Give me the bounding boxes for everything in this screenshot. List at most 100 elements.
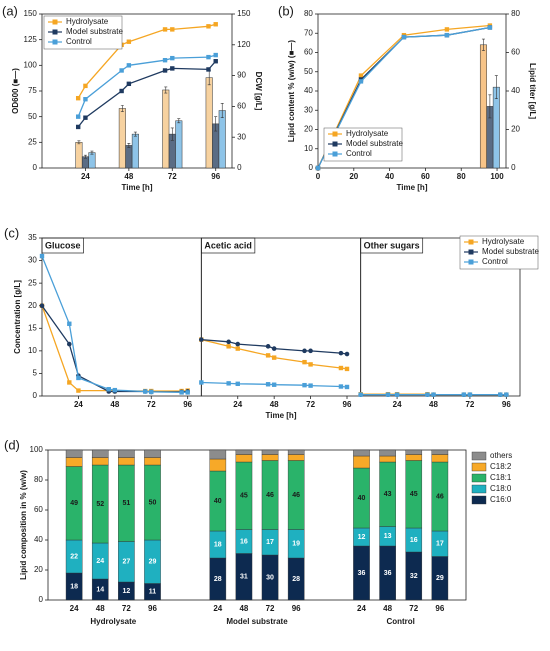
- point: [265, 344, 271, 349]
- point: [444, 27, 450, 32]
- point: [179, 390, 184, 395]
- y-tick-label: 100: [30, 445, 44, 454]
- point: [302, 348, 307, 354]
- panel-label: (d): [4, 437, 20, 452]
- y-tick-label: 5: [32, 369, 37, 378]
- point: [302, 382, 307, 388]
- panel-label: (b): [278, 3, 294, 18]
- point: [199, 337, 204, 342]
- x-tick-label: 48: [429, 400, 438, 409]
- x-tick-label: 72: [306, 400, 315, 409]
- point: [67, 321, 72, 326]
- point: [83, 97, 88, 102]
- y-tick-label: 150: [24, 9, 38, 18]
- error-bar: [177, 118, 181, 124]
- panel-label: (c): [4, 225, 19, 240]
- bar-label: 11: [149, 589, 157, 596]
- point: [425, 392, 430, 397]
- panel-title-box: [200, 237, 256, 254]
- bar-label: 29: [149, 559, 157, 566]
- point: [498, 392, 503, 397]
- y-tick-label: 40: [511, 86, 520, 95]
- panel-title: Other sugars: [364, 240, 420, 250]
- point: [344, 384, 350, 390]
- bar: [131, 133, 139, 169]
- bar-segment: [405, 454, 423, 461]
- y-axis-title: OD600 (■—): [11, 68, 20, 114]
- y-tick-label: 25: [28, 137, 37, 146]
- bar-segment: [91, 457, 109, 466]
- point: [67, 380, 72, 385]
- error-bar: [494, 75, 498, 99]
- bar-label: 49: [70, 500, 78, 507]
- point: [226, 344, 231, 349]
- point: [39, 253, 45, 259]
- bar: [118, 108, 126, 169]
- bar-label: 29: [436, 575, 444, 582]
- y-tick-label: 0: [32, 391, 37, 400]
- x-tick-label: 96: [211, 172, 220, 181]
- bar: [162, 89, 170, 169]
- series-line: [201, 338, 348, 370]
- legend-swatch: [52, 29, 58, 35]
- y-tick-label: 0: [237, 163, 242, 172]
- y-tick-label: 40: [34, 535, 43, 544]
- x-tick-label: 48: [383, 604, 392, 613]
- x-tick-label: 72: [147, 400, 156, 409]
- bar-label: 45: [410, 491, 418, 498]
- bar: [175, 120, 183, 169]
- legend-label: Model substrate: [482, 247, 539, 256]
- y-tick-label: 30: [304, 105, 313, 114]
- point: [226, 381, 231, 386]
- point: [76, 388, 81, 393]
- point: [142, 389, 148, 394]
- point: [358, 79, 364, 84]
- bar-segment: [118, 457, 135, 466]
- x-tick-label: 24: [74, 400, 83, 409]
- error-bar: [488, 94, 492, 119]
- x-tick-label: 48: [96, 604, 105, 613]
- bar-label: 28: [292, 576, 300, 583]
- y-tick-label: 20: [34, 565, 43, 574]
- y-tick-label: 60: [511, 48, 520, 57]
- legend-swatch: [468, 249, 474, 255]
- y-tick-label: 60: [304, 48, 313, 57]
- bar-segment: [353, 455, 370, 469]
- point: [149, 389, 154, 395]
- bar-segment: [209, 458, 227, 472]
- bar-label: 14: [96, 586, 104, 593]
- y-tick-label: 80: [511, 9, 520, 18]
- point: [106, 387, 111, 392]
- x-axis-title: Time [h]: [397, 183, 428, 192]
- y-axis-title: Concentration [g/L]: [13, 280, 22, 354]
- bar-label: 17: [436, 541, 444, 548]
- bar-segment: [379, 455, 396, 463]
- y-tick-label: 60: [34, 505, 43, 514]
- group-label: Model substrate: [226, 617, 288, 626]
- bar-label: 52: [96, 501, 104, 508]
- point: [162, 27, 168, 32]
- point: [199, 380, 204, 385]
- y-tick-label: 0: [32, 163, 37, 172]
- point: [315, 165, 321, 171]
- y-axis-title: Lipid titer [g/L]: [528, 63, 537, 119]
- series-line: [77, 54, 216, 117]
- y-axis-title: DCW [g/L]: [254, 72, 263, 111]
- point: [431, 392, 436, 397]
- legend-label: Hydrolysate: [346, 129, 389, 138]
- bar-label: 12: [122, 588, 130, 595]
- x-axis-title: Time [h]: [266, 411, 297, 420]
- y-tick-label: 50: [304, 67, 313, 76]
- bar-segment: [118, 449, 135, 458]
- bar-segment: [261, 449, 279, 455]
- point: [358, 392, 363, 397]
- series-line: [41, 305, 188, 393]
- legend-swatch: [332, 141, 338, 147]
- y-tick-label: 125: [24, 35, 38, 44]
- y-tick-label: 80: [304, 9, 313, 18]
- bar-segment: [235, 449, 253, 455]
- point: [271, 355, 277, 360]
- x-axis-title: Time [h]: [122, 183, 153, 192]
- point: [162, 68, 168, 73]
- point: [358, 73, 364, 78]
